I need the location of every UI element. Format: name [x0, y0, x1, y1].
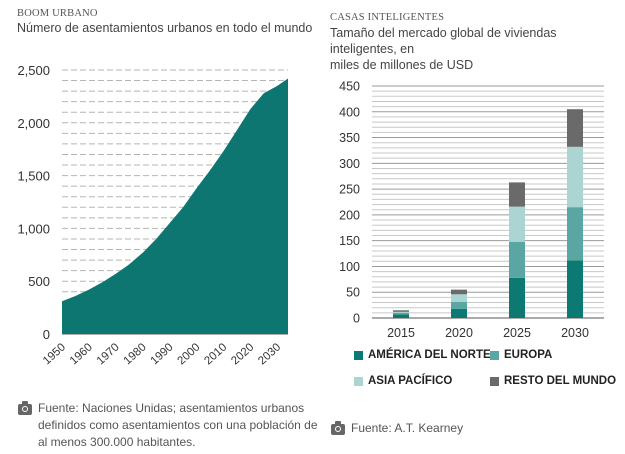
x-tick-label: 2015 — [387, 326, 415, 340]
bar-asia-2015 — [393, 311, 409, 313]
left-kicker: BOOM URBANO — [17, 8, 98, 19]
right-subtitle-line-1: Tamaño del mercado global de viviendas i… — [330, 26, 557, 56]
camera-icon — [18, 401, 32, 415]
y-tick-label: 200 — [339, 208, 360, 222]
right-kicker: CASAS INTELIGENTES — [330, 12, 445, 23]
left-source-line-3: al menos 300.000 habitantes. — [38, 435, 196, 449]
x-tick-label: 2030 — [256, 341, 283, 367]
bar-resto-2015 — [393, 310, 409, 312]
bar-resto-2020 — [451, 289, 467, 295]
legend-item-asia: ASIA PACÍFICO — [354, 375, 452, 387]
right-subtitle-line-2: miles de millones de USD — [330, 58, 474, 72]
y-tick-label: 50 — [346, 286, 360, 300]
y-tick-label: 0 — [43, 327, 50, 342]
x-tick-label: 1960 — [68, 341, 95, 367]
bar-america-2015 — [393, 314, 409, 318]
y-tick-label: 0 — [353, 312, 360, 326]
bar-europa-2020 — [451, 302, 467, 309]
x-tick-label: 1950 — [41, 341, 68, 367]
bar-resto-2030 — [567, 109, 583, 147]
legend-swatch-resto — [490, 376, 499, 386]
legend-item-america: AMÉRICA DEL NORTE — [354, 349, 491, 361]
y-tick-label: 250 — [339, 183, 360, 197]
x-tick-label: 1970 — [95, 341, 122, 367]
bar-europa-2025 — [509, 241, 525, 278]
bar-asia-2020 — [451, 294, 467, 303]
y-tick-label: 450 — [339, 80, 360, 94]
bar-europa-2015 — [393, 312, 409, 315]
x-tick-label: 2030 — [561, 326, 589, 340]
camera-icon — [331, 421, 345, 435]
left-source: Fuente: Naciones Unidas; asentamientos u… — [38, 400, 318, 451]
x-tick-label: 2010 — [202, 341, 229, 367]
left-source-line-2: definidos como asentamientos con una pob… — [38, 418, 318, 432]
y-tick-label: 300 — [339, 157, 360, 171]
y-tick-label: 400 — [339, 105, 360, 119]
y-tick-label: 1,500 — [17, 169, 50, 184]
y-tick-label: 2,500 — [17, 63, 50, 78]
x-tick-label: 2000 — [175, 341, 202, 367]
x-tick-label: 2020 — [445, 326, 473, 340]
x-tick-label: 1990 — [149, 341, 176, 367]
urban-area-series — [62, 78, 288, 334]
bar-america-2025 — [509, 277, 525, 318]
legend-label-america: AMÉRICA DEL NORTE — [368, 349, 491, 361]
bar-europa-2030 — [567, 207, 583, 261]
x-tick-label: 1980 — [122, 341, 149, 367]
y-tick-label: 150 — [339, 234, 360, 248]
left-source-line-1: Fuente: Naciones Unidas; asentamientos u… — [38, 401, 305, 415]
legend-swatch-europa — [490, 350, 499, 360]
y-tick-label: 1,000 — [17, 221, 50, 236]
right-subtitle: Tamaño del mercado global de viviendas i… — [330, 25, 625, 73]
legend-swatch-asia — [354, 376, 363, 386]
y-tick-label: 500 — [28, 274, 50, 289]
legend-swatch-america — [354, 350, 363, 360]
y-tick-label: 2,000 — [17, 116, 50, 131]
y-tick-label: 350 — [339, 131, 360, 145]
y-tick-label: 100 — [339, 260, 360, 274]
legend-label-resto: RESTO DEL MUNDO — [504, 375, 617, 387]
x-tick-label: 2025 — [503, 326, 531, 340]
legend-item-europa: EUROPA — [490, 349, 552, 361]
left-subtitle: Número de asentamientos urbanos en todo … — [17, 21, 313, 35]
legend-label-europa: EUROPA — [504, 349, 553, 361]
x-tick-label: 2020 — [229, 341, 256, 367]
legend-item-resto: RESTO DEL MUNDO — [490, 375, 616, 387]
bar-asia-2030 — [567, 146, 583, 208]
right-source: Fuente: A.T. Kearney — [351, 421, 464, 435]
bar-asia-2025 — [509, 206, 525, 242]
bar-america-2030 — [567, 260, 583, 318]
bar-america-2020 — [451, 308, 467, 318]
bar-resto-2025 — [509, 182, 525, 207]
legend-label-asia: ASIA PACÍFICO — [368, 375, 453, 387]
